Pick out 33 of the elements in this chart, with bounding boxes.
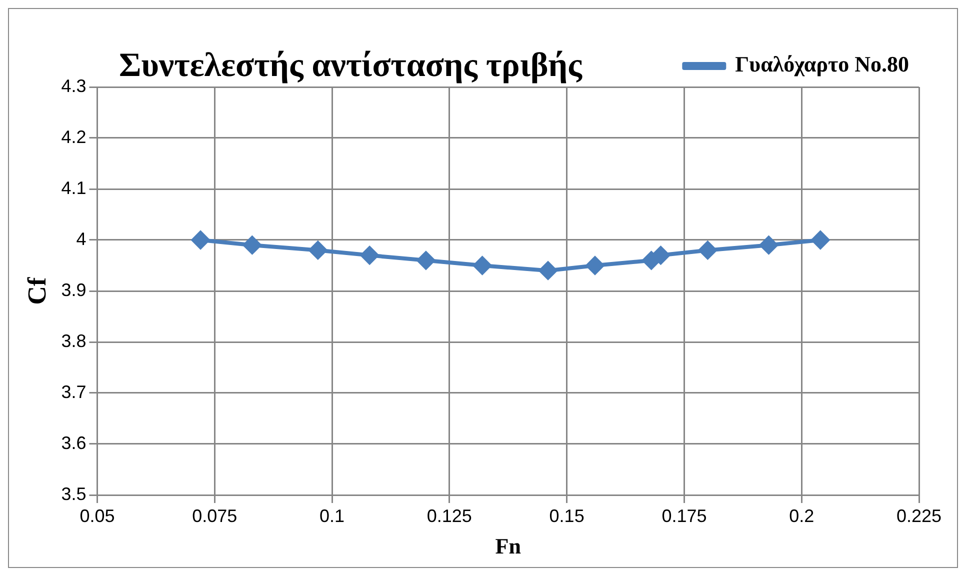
point [192, 231, 210, 249]
x-axis-title: Fn [495, 533, 521, 558]
point [416, 251, 435, 270]
y-tick-label: 4.3 [61, 76, 86, 96]
y-tick-label: 4.1 [61, 178, 86, 198]
y-tick-label: 4 [76, 228, 86, 249]
point [360, 246, 379, 264]
legend-label: Γυαλόχαρτο No.80 [735, 52, 910, 77]
point [811, 231, 830, 249]
point [586, 256, 604, 274]
x-tick-label: 0.1 [320, 506, 345, 526]
point [539, 262, 558, 280]
x-tick-label: 0.075 [192, 506, 238, 526]
x-tick-label: 0.225 [896, 506, 942, 526]
y-axis-title: Cf [22, 276, 52, 305]
x-tick-label: 0.175 [662, 506, 707, 526]
y-tick-label: 4.2 [61, 126, 86, 147]
y-tick-label: 3.9 [61, 280, 86, 300]
point [698, 241, 717, 260]
y-tick-label: 3.8 [61, 330, 86, 351]
point [473, 256, 492, 274]
y-tick-label: 3.7 [61, 382, 86, 402]
x-tick-label: 0.2 [789, 506, 814, 526]
point [760, 236, 778, 254]
x-tick-label: 0.15 [549, 506, 584, 526]
y-tick-label: 3.5 [61, 484, 86, 504]
y-tick-label: 3.6 [61, 432, 86, 453]
point [652, 246, 670, 264]
chart-title: Συντελεστής αντίστασης τριβής [119, 47, 582, 85]
point [308, 241, 327, 260]
x-tick-label: 0.125 [426, 506, 472, 526]
x-tick-label: 0.05 [80, 506, 115, 526]
point [243, 236, 262, 254]
